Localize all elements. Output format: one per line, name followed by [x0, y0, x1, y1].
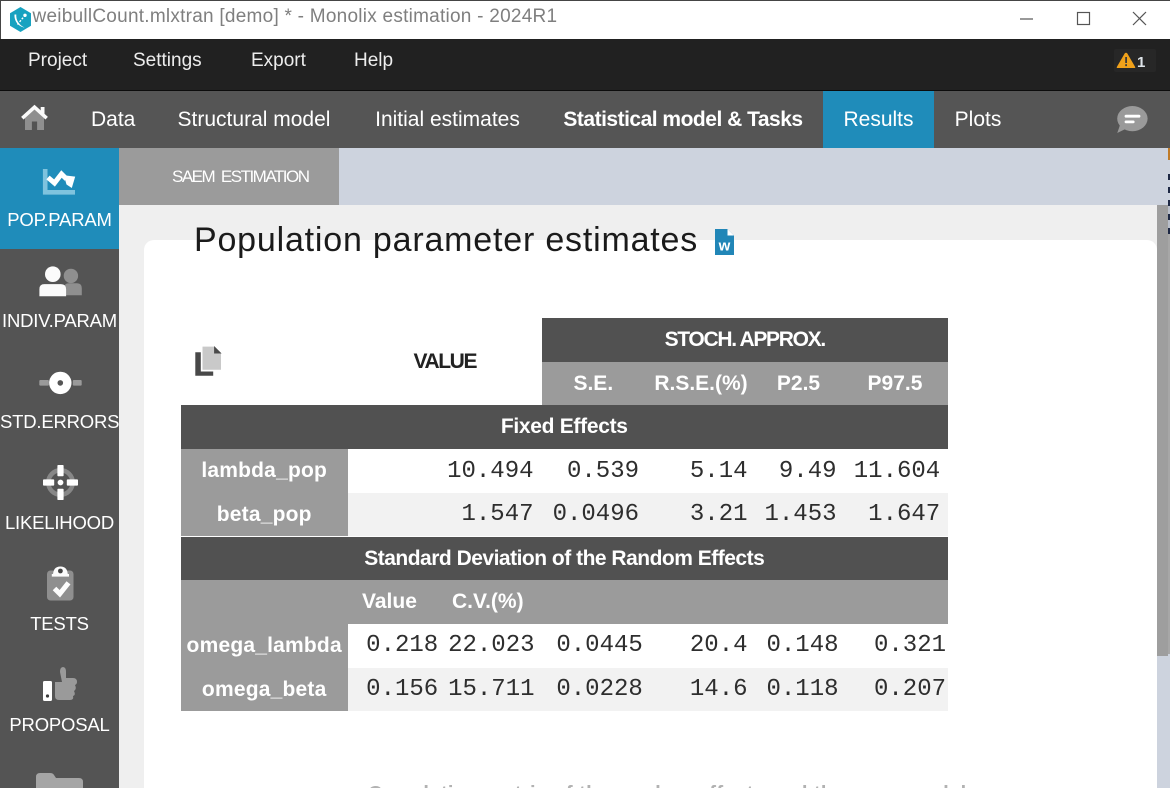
svg-text:w: w: [718, 238, 731, 255]
